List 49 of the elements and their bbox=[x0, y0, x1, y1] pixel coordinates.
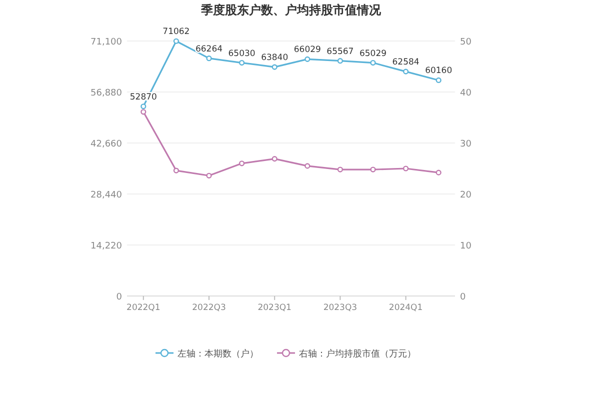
data-label: 66264 bbox=[195, 44, 223, 54]
point bbox=[337, 58, 343, 64]
legend-label: 右轴：户均持股市值（万元） bbox=[299, 348, 416, 360]
y-tick-label: 56,880 bbox=[90, 88, 122, 98]
y2-tick-label: 10 bbox=[460, 242, 472, 252]
point bbox=[304, 56, 310, 62]
point bbox=[403, 166, 409, 172]
point bbox=[239, 60, 245, 66]
data-label: 63840 bbox=[261, 53, 288, 64]
x-tick-label: 2022Q3 bbox=[192, 303, 226, 313]
point bbox=[206, 56, 212, 62]
point bbox=[173, 38, 179, 44]
point bbox=[272, 64, 278, 70]
y2-tick-label: 50 bbox=[460, 38, 472, 48]
y2-tick-label: 30 bbox=[460, 140, 472, 150]
point bbox=[436, 77, 442, 84]
data-label: 60160 bbox=[425, 66, 452, 76]
y2-tick-label: 20 bbox=[460, 190, 472, 200]
y2-tick-label: 0 bbox=[460, 292, 466, 302]
data-label: 65030 bbox=[228, 48, 256, 59]
x-tick-label: 2024Q1 bbox=[388, 303, 423, 313]
legend-label: 左轴：本期数（户） bbox=[178, 348, 258, 360]
data-label: 71062 bbox=[162, 27, 190, 38]
y-tick-label: 14,220 bbox=[90, 242, 122, 252]
point bbox=[370, 166, 376, 172]
point bbox=[370, 60, 376, 66]
point bbox=[436, 170, 442, 176]
point bbox=[337, 166, 343, 172]
y-tick-label: 0 bbox=[116, 292, 122, 302]
data-label: 65567 bbox=[326, 46, 354, 57]
y2-tick-label: 40 bbox=[460, 88, 472, 98]
y-tick-label: 28,440 bbox=[90, 190, 122, 200]
data-label: 66029 bbox=[294, 45, 321, 56]
data-label: 65029 bbox=[359, 48, 387, 59]
x-tick-label: 2023Q1 bbox=[258, 303, 292, 313]
point bbox=[206, 172, 212, 178]
y-tick-label: 71,100 bbox=[90, 38, 122, 48]
chart-title: 季度股东户数、户均持股市值情况 bbox=[200, 3, 382, 17]
point bbox=[140, 109, 146, 115]
point bbox=[239, 160, 245, 166]
point bbox=[173, 168, 179, 174]
point bbox=[304, 163, 310, 169]
point bbox=[140, 104, 146, 110]
point bbox=[403, 68, 409, 74]
point bbox=[272, 156, 278, 162]
y-tick-label: 42,660 bbox=[90, 140, 122, 150]
data-label: 62584 bbox=[392, 58, 420, 68]
x-tick-label: 2022Q1 bbox=[126, 303, 160, 313]
x-tick-label: 2023Q3 bbox=[323, 303, 358, 313]
